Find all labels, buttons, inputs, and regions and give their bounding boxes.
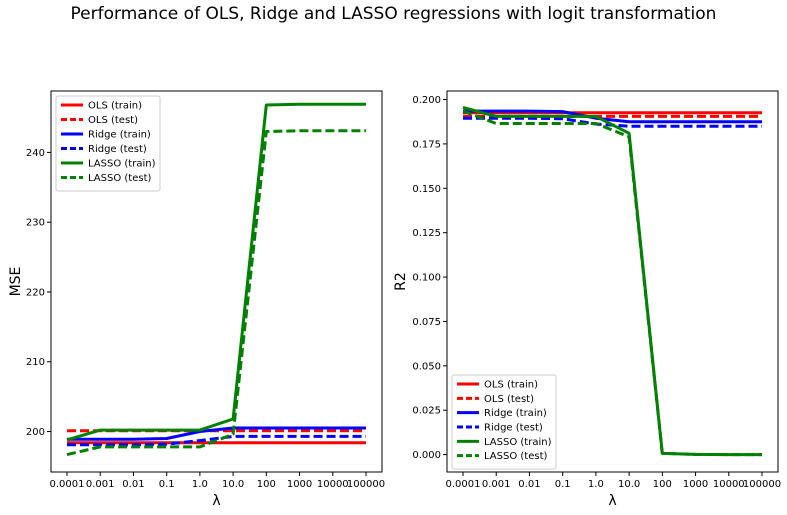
legend-entry: OLS (train) [88,101,142,112]
y-tick-label: 0.125 [412,228,441,239]
series-line-ridge-test [67,434,366,447]
legend: OLS (train) OLS (test) Ridge (train) Ridge … [451,374,557,470]
legend-entry: LASSO (test) [484,451,547,462]
legend-entry: Ridge (test) [484,423,543,434]
y-tick-label: 0.175 [412,139,441,150]
legend-entry: OLS (train) [484,380,538,391]
x-tick-label: 0.001 [86,479,115,490]
x-tick-label: 0.0001 [446,479,481,490]
x-tick-label: 1000 [287,479,312,490]
x-tick-label: 0.01 [518,479,540,490]
series-line-lasso-train [66,102,366,442]
x-tick-label: 10000 [317,479,349,490]
series-group [462,106,762,457]
x-tick-label: 1000 [683,479,708,490]
y-tick-label: 0.100 [412,273,441,284]
figure-title: Performance of OLS, Ridge and LASSO regr… [70,4,717,24]
series-group [66,102,366,457]
x-tick-label: 0.0001 [50,479,85,490]
y-axis-label: R2 [393,272,409,291]
x-tick-label: 0.001 [482,479,511,490]
legend-entry: OLS (test) [88,115,138,126]
x-axis-label: λ [212,493,220,509]
y-tick-label: 200 [26,427,45,438]
series-line-ridge-train [463,109,762,124]
legend-entry: OLS (test) [484,394,534,405]
x-tick-label: 0.1 [159,479,175,490]
x-tick-label: 0.01 [122,479,144,490]
series-line-lasso-test [462,109,762,457]
x-axis-label: λ [608,493,616,509]
legend: OLS (train) OLS (test) Ridge (train) Ridge … [55,95,161,192]
y-tick-label: 230 [26,218,45,229]
legend-entry: Ridge (train) [88,130,151,141]
y-axis-label: MSE [8,267,24,297]
x-tick-label: 100 [257,479,276,490]
x-tick-label: 100000 [743,479,781,490]
legend-entry: Ridge (train) [484,408,547,419]
chart-panel-2: 0.0001 0.001 0.01 0.1 1.0 10.0 100 1000 10000100… [393,90,781,509]
series-line-ridge-train [67,426,366,441]
y-tick-label: 0.000 [412,450,441,461]
legend-entry: LASSO (test) [88,173,151,184]
y-tick-label: 0.200 [412,95,441,106]
x-tick-label: 1.0 [192,479,208,490]
y-tick-label: 210 [26,357,45,368]
y-tick-label: 0.050 [412,361,441,372]
legend-entry: LASSO (train) [484,437,552,448]
y-tick-label: 220 [26,287,45,298]
x-tick-label: 10.0 [222,479,244,490]
x-tick-label: 1.0 [588,479,604,490]
chart-panel-1: 0.0001 0.001 0.01 0.1 1.0 10.0 100 1000 10000100… [8,90,385,509]
x-tick-label: 10.0 [618,479,640,490]
y-tick-label: 0.150 [412,184,441,195]
x-tick-label: 0.1 [555,479,571,490]
y-tick-label: 0.075 [412,317,441,328]
series-line-lasso-test [66,129,366,457]
x-tick-label: 10000 [713,479,745,490]
plot-frame [446,90,779,473]
y-tick-label: 0.025 [412,406,441,417]
y-tick-label: 240 [26,148,45,159]
x-tick-label: 100000 [347,479,385,490]
legend-entry: LASSO (train) [88,159,156,170]
legend-entry: Ridge (test) [88,144,147,155]
plot-frame [50,90,383,473]
x-tick-label: 100 [653,479,672,490]
